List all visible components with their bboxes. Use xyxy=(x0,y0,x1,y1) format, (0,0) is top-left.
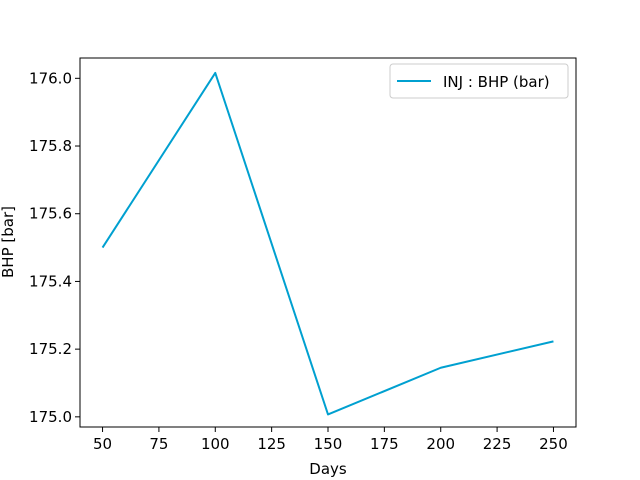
x-tick-label: 250 xyxy=(539,435,568,453)
y-tick-label: 175.8 xyxy=(29,137,72,155)
x-tick-label: 75 xyxy=(149,435,168,453)
plot-area xyxy=(79,57,577,428)
axes-frame xyxy=(79,57,577,428)
y-tick-label: 175.2 xyxy=(29,340,72,358)
y-tick-label: 175.0 xyxy=(29,408,72,426)
legend-box xyxy=(389,63,569,99)
legend: INJ : BHP (bar) xyxy=(389,63,569,99)
x-tick-label: 225 xyxy=(483,435,512,453)
x-axis-label: Days xyxy=(309,460,347,478)
x-tick-label: 200 xyxy=(426,435,455,453)
x-tick-label: 150 xyxy=(314,435,343,453)
series-layer xyxy=(101,71,554,416)
y-axis-label: BHP [bar] xyxy=(0,206,17,278)
x-tick-label: 175 xyxy=(370,435,399,453)
series-line xyxy=(101,71,554,416)
y-tick-label: 175.6 xyxy=(29,205,72,223)
x-tick-label: 50 xyxy=(93,435,112,453)
y-tick-label: 175.4 xyxy=(29,272,72,290)
y-axis-ticks: 175.0 175.2 175.4 175.6 175.8 176.0 xyxy=(29,69,80,426)
y-tick-label: 176.0 xyxy=(29,69,72,87)
legend-label: INJ : BHP (bar) xyxy=(443,73,550,91)
x-tick-label: 100 xyxy=(201,435,230,453)
x-tick-label: 125 xyxy=(257,435,286,453)
x-axis-ticks: 50 75 100 125 150 175 200 225 250 xyxy=(93,427,568,453)
